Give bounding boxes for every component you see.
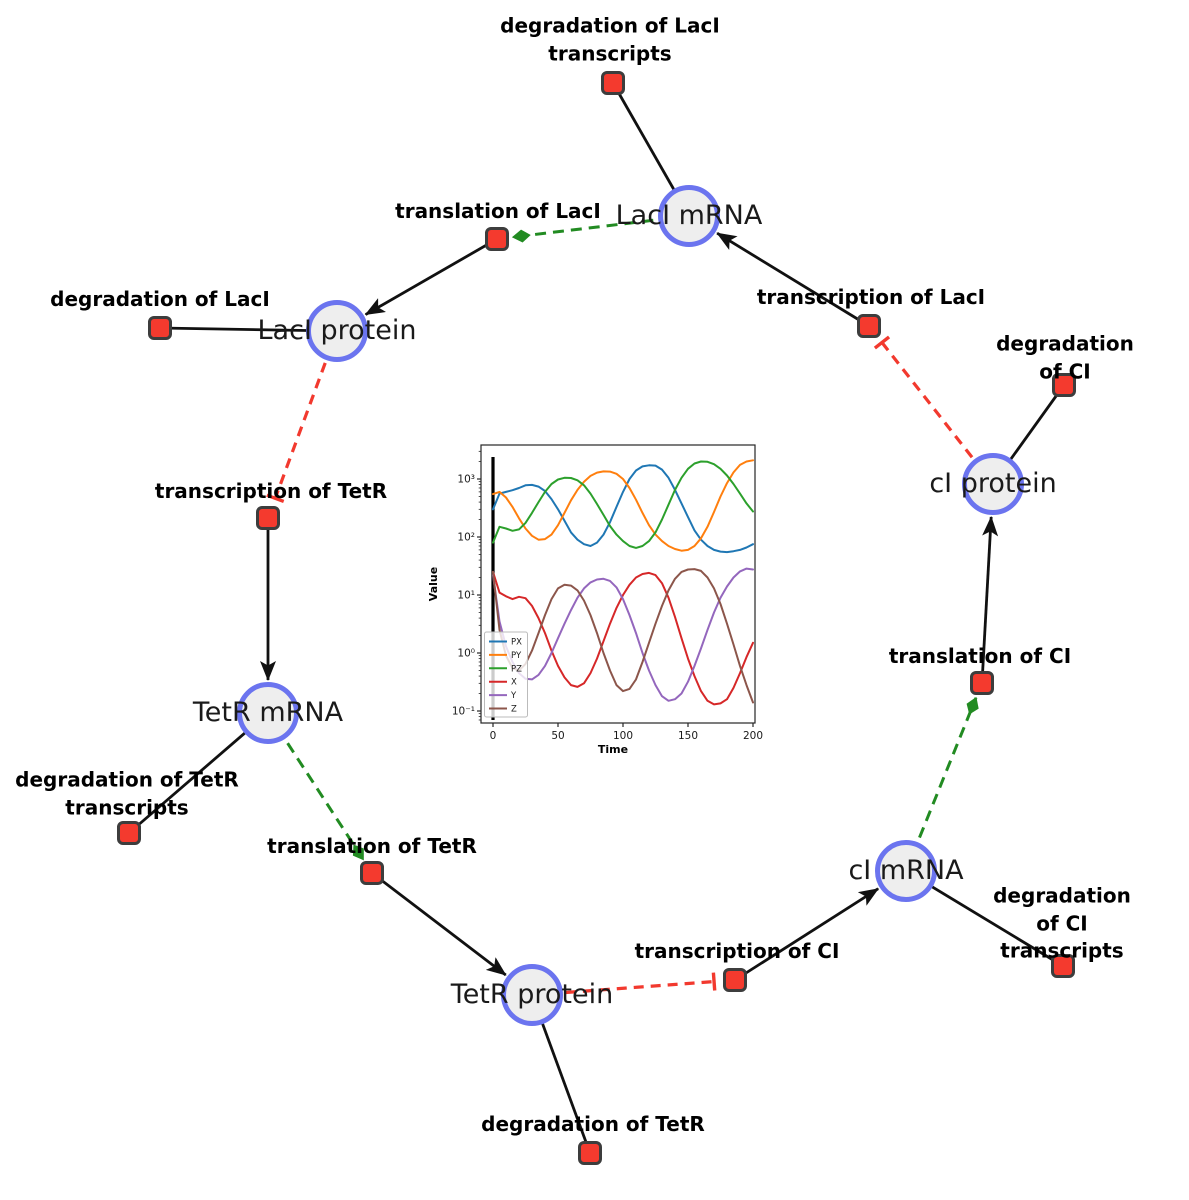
y-axis-title: Value xyxy=(427,567,440,601)
edges-layer xyxy=(128,82,1066,1154)
edge-inhibition-laci-protein-to-txn-tetr xyxy=(273,330,339,499)
y-tick-label: 10⁻¹ xyxy=(452,706,475,718)
x-axis-ticks: 0 50 100 150 200 xyxy=(490,723,763,742)
edge-inhibition-ci-protein-to-txn-laci xyxy=(880,341,995,485)
legend-label-x: X xyxy=(511,678,517,688)
edge-consumption-laci-mrna-to-deg-laci-transcripts xyxy=(611,82,691,217)
edge-production-txn-laci-to-laci-mrna xyxy=(716,232,870,328)
edge-consumption-ci-protein-to-deg-ci xyxy=(991,384,1066,485)
y-tick-label: 10³ xyxy=(457,474,475,486)
edge-production-transl-laci-to-laci-protein xyxy=(364,237,498,316)
series-line-py xyxy=(492,459,754,552)
x-axis-title: Time xyxy=(598,743,628,756)
series-line-z xyxy=(492,568,754,704)
edge-production-transl-ci-to-ci-protein xyxy=(980,515,999,684)
y-tick-label: 10² xyxy=(457,532,475,544)
edge-activation-ci-mrna-to-transl-ci xyxy=(904,696,979,872)
x-tick-label: 150 xyxy=(678,730,698,742)
edge-production-transl-tetr-to-tetr-protein xyxy=(371,871,507,977)
series-lines xyxy=(492,459,754,706)
y-tick-label: 10⁰ xyxy=(457,648,475,660)
legend-label-py: PY xyxy=(511,651,522,661)
edge-production-txn-ci-to-ci-mrna xyxy=(734,887,880,982)
x-tick-label: 0 xyxy=(490,730,497,742)
x-tick-label: 100 xyxy=(613,730,633,742)
inhibition-tee-txn-tetr xyxy=(266,493,285,504)
legend-label-pz: PZ xyxy=(511,664,522,674)
edge-consumption-laci-protein-to-deg-laci xyxy=(159,326,338,333)
chart-legend: PX PY PZ XYZ xyxy=(484,631,528,718)
inhibition-tee-txn-ci xyxy=(711,972,717,991)
legend-label-px: PX xyxy=(511,638,522,648)
edge-consumption-tetr-protein-to-deg-tetr xyxy=(530,994,592,1154)
edge-activation-tetr-mrna-to-transl-tetr xyxy=(266,712,365,861)
y-tick-label: 10¹ xyxy=(457,590,475,602)
y-axis-ticks: 10⁻¹ 10⁰ 10¹ 10² 10³ xyxy=(452,450,481,721)
edge-consumption-tetr-mrna-to-deg-tetr-transcripts xyxy=(128,711,269,835)
series-line-y xyxy=(492,567,754,702)
edge-consumption-ci-mrna-to-deg-ci-transcripts xyxy=(905,869,1064,968)
legend-label-y: Y xyxy=(510,691,517,701)
series-line-pz xyxy=(492,460,754,549)
x-tick-label: 200 xyxy=(743,730,763,742)
edge-inhibition-tetr-protein-to-txn-ci xyxy=(531,979,715,997)
series-line-px xyxy=(492,464,754,554)
plot-axes-box xyxy=(480,444,756,724)
legend-label-z: Z xyxy=(511,705,517,715)
edge-activation-laci-mrna-to-transl-laci xyxy=(511,214,690,243)
series-line-x xyxy=(492,570,754,706)
inhibition-tee-txn-laci xyxy=(873,335,891,350)
x-tick-label: 50 xyxy=(551,730,564,742)
